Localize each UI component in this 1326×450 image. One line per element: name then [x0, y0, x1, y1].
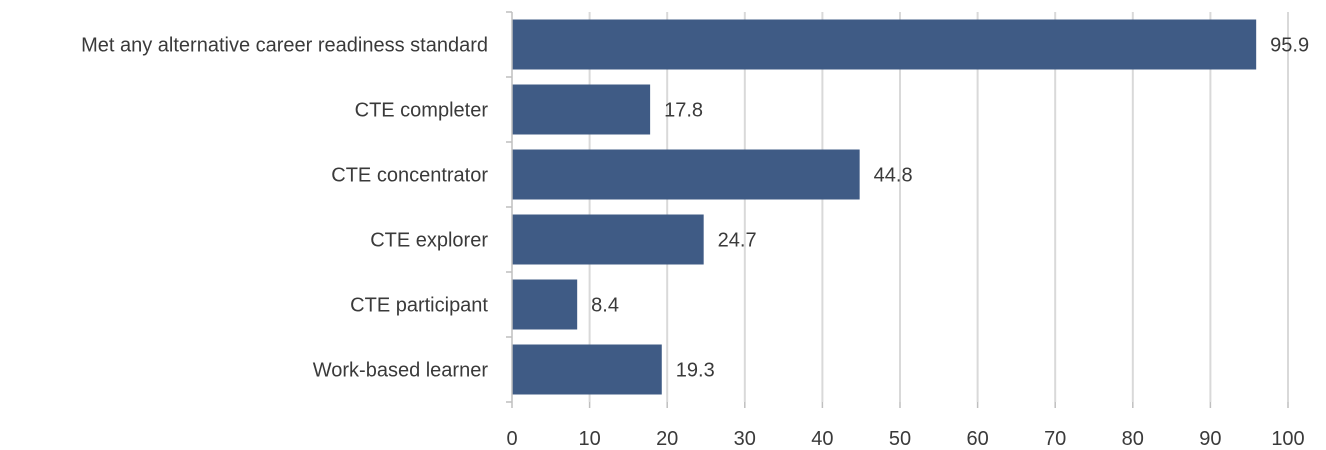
data-label: 8.4: [591, 295, 619, 317]
bar: [512, 149, 860, 200]
gridlines: [588, 12, 1289, 402]
bar: [512, 279, 578, 330]
category-label: CTE participant: [350, 295, 488, 317]
x-tick-label: 60: [966, 428, 988, 450]
data-label: 44.8: [874, 165, 913, 187]
category-label: Met any alternative career readiness sta…: [81, 35, 488, 57]
data-label: 19.3: [676, 360, 715, 382]
category-label: CTE explorer: [370, 230, 488, 252]
data-label: 24.7: [718, 230, 757, 252]
x-tick-label: 10: [578, 428, 600, 450]
x-tick-label: 100: [1271, 428, 1304, 450]
x-tick-label: 80: [1122, 428, 1144, 450]
bar: [512, 19, 1257, 70]
bars: [512, 19, 1257, 395]
x-tick-label: 30: [734, 428, 756, 450]
x-tick-label: 40: [811, 428, 833, 450]
bar: [512, 344, 662, 395]
x-tick-label: 70: [1044, 428, 1066, 450]
bar: [512, 214, 704, 265]
category-label: CTE concentrator: [331, 165, 488, 187]
category-label: CTE completer: [355, 100, 489, 122]
bar: [512, 84, 651, 135]
labels: 0 10 20 30 40 50 60 70 80 90 100 Met any alternativ…: [81, 35, 1309, 450]
x-tick-label: 50: [889, 428, 911, 450]
category-label: Work-based learner: [313, 360, 489, 382]
x-tick-label: 20: [656, 428, 678, 450]
x-tick-label: 0: [506, 428, 517, 450]
data-label: 17.8: [664, 100, 703, 122]
axes: [506, 11, 1289, 408]
x-tick-label: 90: [1199, 428, 1221, 450]
data-label: 95.9: [1270, 35, 1309, 57]
